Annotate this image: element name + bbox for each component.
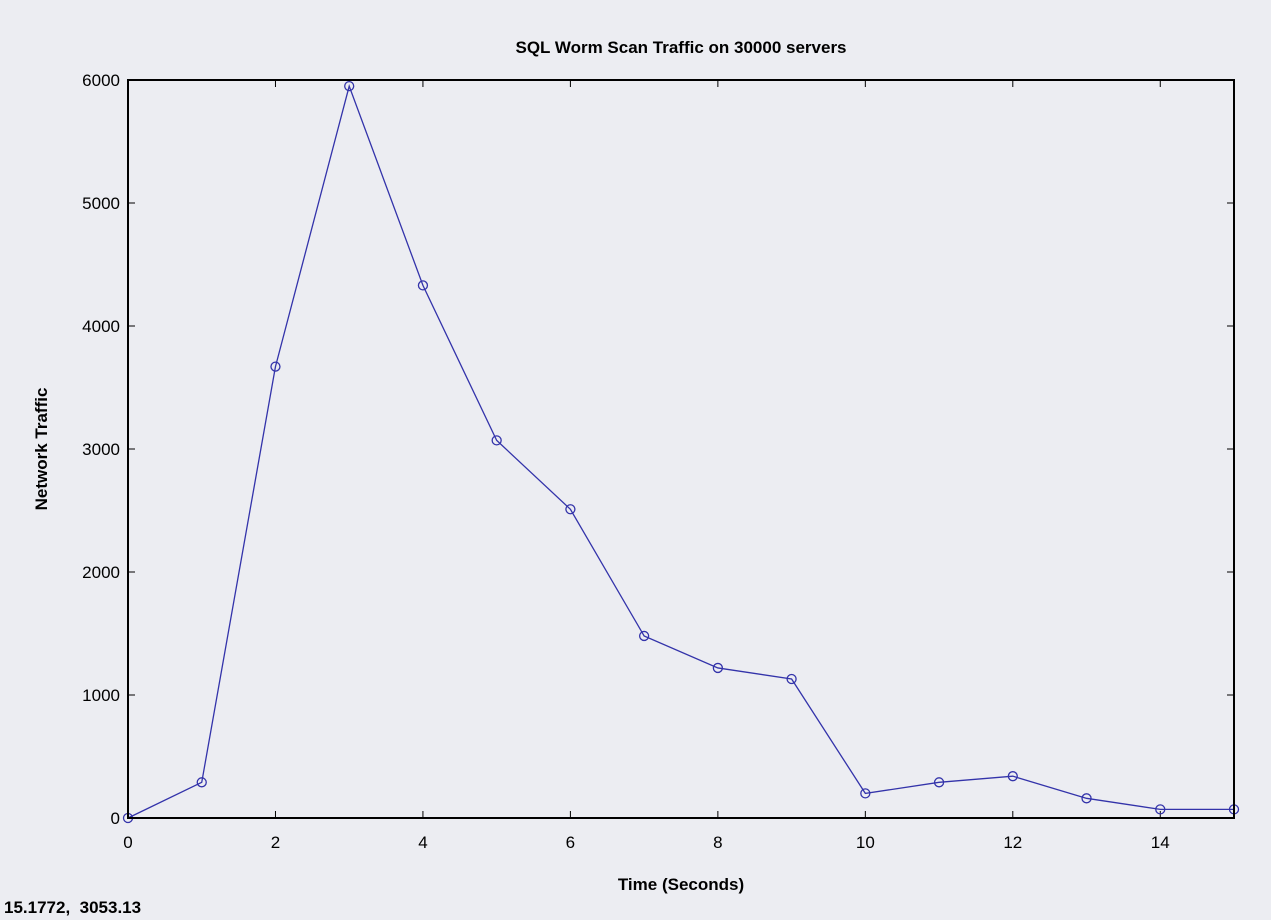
- x-tick-label: 8: [713, 833, 722, 852]
- chart-title: SQL Worm Scan Traffic on 30000 servers: [515, 38, 846, 57]
- data-point: [344, 81, 355, 92]
- x-tick-label: 6: [566, 833, 575, 852]
- data-point: [1007, 771, 1018, 782]
- x-tick-label: 4: [418, 833, 427, 852]
- data-point: [565, 504, 576, 515]
- x-axis-label: Time (Seconds): [618, 875, 744, 894]
- data-point: [712, 662, 724, 674]
- data-point: [196, 777, 207, 788]
- cursor-coordinate-readout: 15.1772, 3053.13: [4, 898, 142, 917]
- x-tick-label: 12: [1003, 833, 1022, 852]
- y-tick-label: 3000: [82, 440, 120, 459]
- data-point: [860, 788, 871, 799]
- x-tick-label: 14: [1151, 833, 1170, 852]
- y-tick-label: 6000: [82, 71, 120, 90]
- series-line: [127, 83, 1234, 819]
- y-tick-label: 1000: [82, 686, 120, 705]
- y-axis-label: Network Traffic: [32, 388, 51, 511]
- data-point: [1081, 793, 1092, 804]
- data-point: [1155, 804, 1166, 815]
- series-layer: [122, 81, 1240, 824]
- data-point: [786, 673, 797, 685]
- data-point: [638, 630, 650, 642]
- x-tick-label: 10: [856, 833, 875, 852]
- data-point: [417, 280, 429, 291]
- plot-frame: [127, 79, 1235, 819]
- y-tick-label: 4000: [82, 317, 120, 336]
- y-tick-label: 5000: [82, 194, 120, 213]
- data-point: [933, 777, 945, 788]
- y-tick-label: 2000: [82, 563, 120, 582]
- y-tick-label: 0: [111, 809, 120, 828]
- ticks-layer: 0 2 4 6 8 10 12 14 0 1000 2000 3000 4000 5000 6000: [82, 71, 1234, 852]
- data-point: [491, 435, 502, 446]
- x-tick-label: 0: [123, 833, 132, 852]
- data-point: [270, 361, 281, 372]
- x-tick-label: 2: [271, 833, 280, 852]
